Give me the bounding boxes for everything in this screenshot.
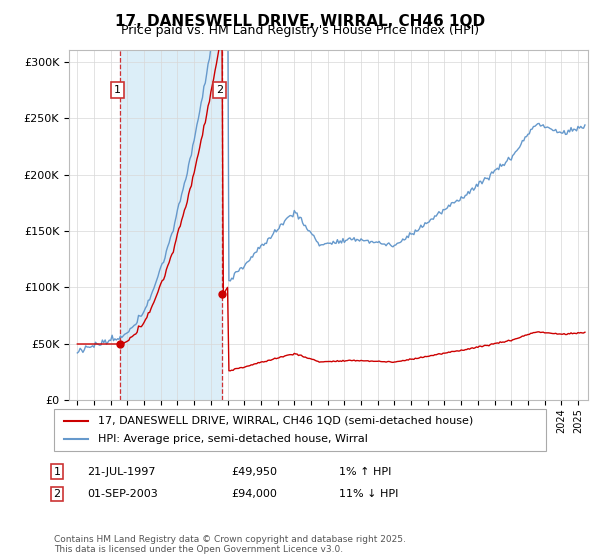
Text: £94,000: £94,000 [231,489,277,499]
Text: 2: 2 [53,489,61,499]
Text: 17, DANESWELL DRIVE, WIRRAL, CH46 1QD (semi-detached house): 17, DANESWELL DRIVE, WIRRAL, CH46 1QD (s… [98,416,473,426]
Text: 01-SEP-2003: 01-SEP-2003 [87,489,158,499]
Text: 2: 2 [216,85,223,95]
Text: 17, DANESWELL DRIVE, WIRRAL, CH46 1QD: 17, DANESWELL DRIVE, WIRRAL, CH46 1QD [115,14,485,29]
Bar [120,50,222,400]
Text: 1: 1 [53,466,61,477]
Text: 1: 1 [114,85,121,95]
FancyBboxPatch shape [54,409,546,451]
Text: 11% ↓ HPI: 11% ↓ HPI [339,489,398,499]
Text: Contains HM Land Registry data © Crown copyright and database right 2025.
This d: Contains HM Land Registry data © Crown c… [54,535,406,554]
Text: 21-JUL-1997: 21-JUL-1997 [87,466,155,477]
Text: 1% ↑ HPI: 1% ↑ HPI [339,466,391,477]
Text: £49,950: £49,950 [231,466,277,477]
Text: HPI: Average price, semi-detached house, Wirral: HPI: Average price, semi-detached house,… [98,434,368,444]
Text: Price paid vs. HM Land Registry's House Price Index (HPI): Price paid vs. HM Land Registry's House … [121,24,479,37]
